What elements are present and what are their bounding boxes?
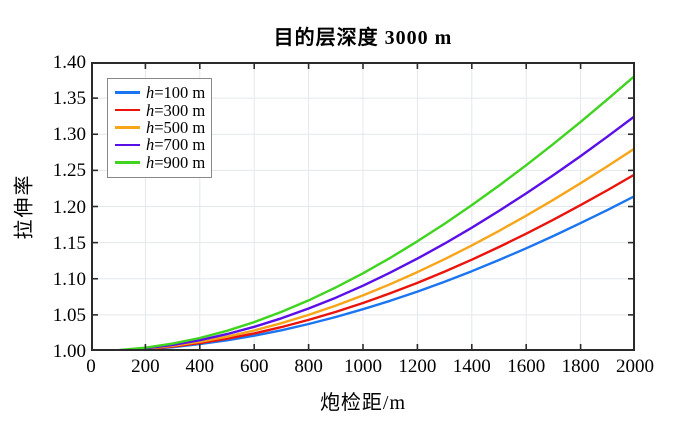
series-line-1: [117, 194, 635, 351]
legend-line-swatch: [115, 108, 140, 112]
chart-title: 目的层深度 3000 m: [273, 27, 453, 49]
legend-item: h=500 m: [115, 117, 206, 137]
series-line-4: [117, 114, 635, 351]
legend-line-swatch: [115, 126, 140, 129]
legend-line-swatch: [115, 91, 140, 95]
x-tick-label: 0: [86, 356, 96, 377]
plot-area: [91, 62, 635, 351]
y-tick-label: 1.35: [52, 88, 86, 110]
y-tick-label: 1.00: [52, 341, 86, 362]
x-tick-label: 1000: [344, 356, 382, 377]
legend-item: h=100 m: [115, 83, 206, 103]
legend-label: h=900 m: [146, 152, 206, 172]
x-tick-label: 1800: [561, 356, 600, 377]
x-axis-label: 炮检距/m: [319, 392, 407, 414]
legend-line-swatch: [115, 160, 140, 164]
x-tick-label: 2000: [616, 356, 654, 377]
series-line-5: [117, 74, 635, 351]
y-tick-label: 1.30: [52, 124, 86, 146]
series-line-2: [117, 173, 635, 351]
legend-label: h=300 m: [146, 100, 206, 120]
y-tick-label: 1.05: [52, 304, 86, 326]
legend-item: h=900 m: [115, 152, 206, 172]
series-line-3: [117, 147, 635, 351]
legend-item: h=300 m: [115, 100, 206, 120]
y-tick-label: 1.10: [52, 268, 86, 290]
x-tick-label: 1400: [452, 356, 491, 377]
legend: h=100 m h=300 m h=500 m h=700 m h=900 m: [107, 78, 212, 178]
legend-line-swatch: [115, 143, 140, 147]
y-tick-label: 1.20: [52, 196, 86, 218]
y-tick-label: 1.15: [52, 232, 86, 254]
y-tick-label: 1.40: [52, 52, 86, 73]
x-tick-label: 200: [131, 356, 160, 377]
legend-label: h=500 m: [146, 117, 206, 137]
x-tick-label: 1200: [398, 356, 437, 377]
x-tick-label: 400: [185, 356, 215, 377]
legend-item: h=700 m: [115, 135, 206, 155]
x-tick-label: 800: [294, 356, 323, 377]
legend-label: h=700 m: [146, 135, 206, 155]
x-tick-label: 600: [239, 356, 269, 377]
x-tick-label: 1600: [507, 356, 546, 377]
legend-label: h=100 m: [146, 83, 206, 103]
y-tick-label: 1.25: [52, 160, 86, 182]
